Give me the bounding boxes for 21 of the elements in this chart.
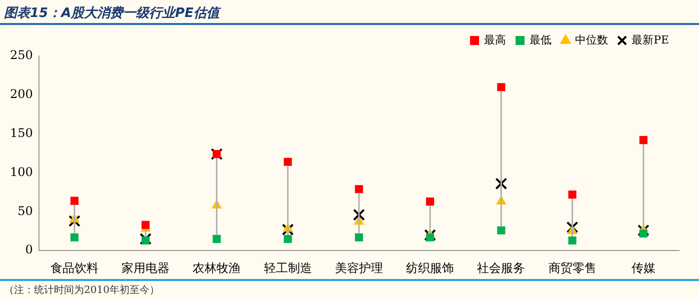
legend-label: 中位数 bbox=[575, 33, 608, 46]
legend-label: 最高 bbox=[484, 33, 506, 46]
legend-label: 最低 bbox=[530, 33, 552, 46]
x-tick-label: 传媒 bbox=[631, 260, 656, 275]
x-tick-label: 轻工制造 bbox=[264, 260, 312, 275]
y-tick-label: 250 bbox=[10, 48, 33, 62]
x-tick-label: 社会服务 bbox=[477, 260, 526, 275]
x-tick-label: 纺织服饰 bbox=[406, 260, 454, 275]
y-tick-label: 200 bbox=[10, 87, 33, 102]
x-tick-label: 美容护理 bbox=[334, 260, 383, 275]
legend-label: 最新PE bbox=[632, 33, 670, 46]
y-tick-label: 150 bbox=[10, 126, 33, 140]
y-tick-label: 100 bbox=[10, 164, 33, 179]
chart-title: 图表15：A股大消费一级行业PE估值 bbox=[0, 0, 699, 25]
x-tick-label: 农林牧渔 bbox=[192, 260, 241, 275]
text: （注：统计时间为2010年初至今） bbox=[0, 279, 699, 299]
x-tick-label: 食品饮料 bbox=[50, 260, 98, 275]
y-tick-label: 0 bbox=[25, 242, 33, 257]
y-tick-label: 50 bbox=[18, 204, 33, 218]
x-tick-label: 家用电器 bbox=[122, 260, 170, 275]
x-tick-label: 商贸零售 bbox=[548, 260, 596, 275]
